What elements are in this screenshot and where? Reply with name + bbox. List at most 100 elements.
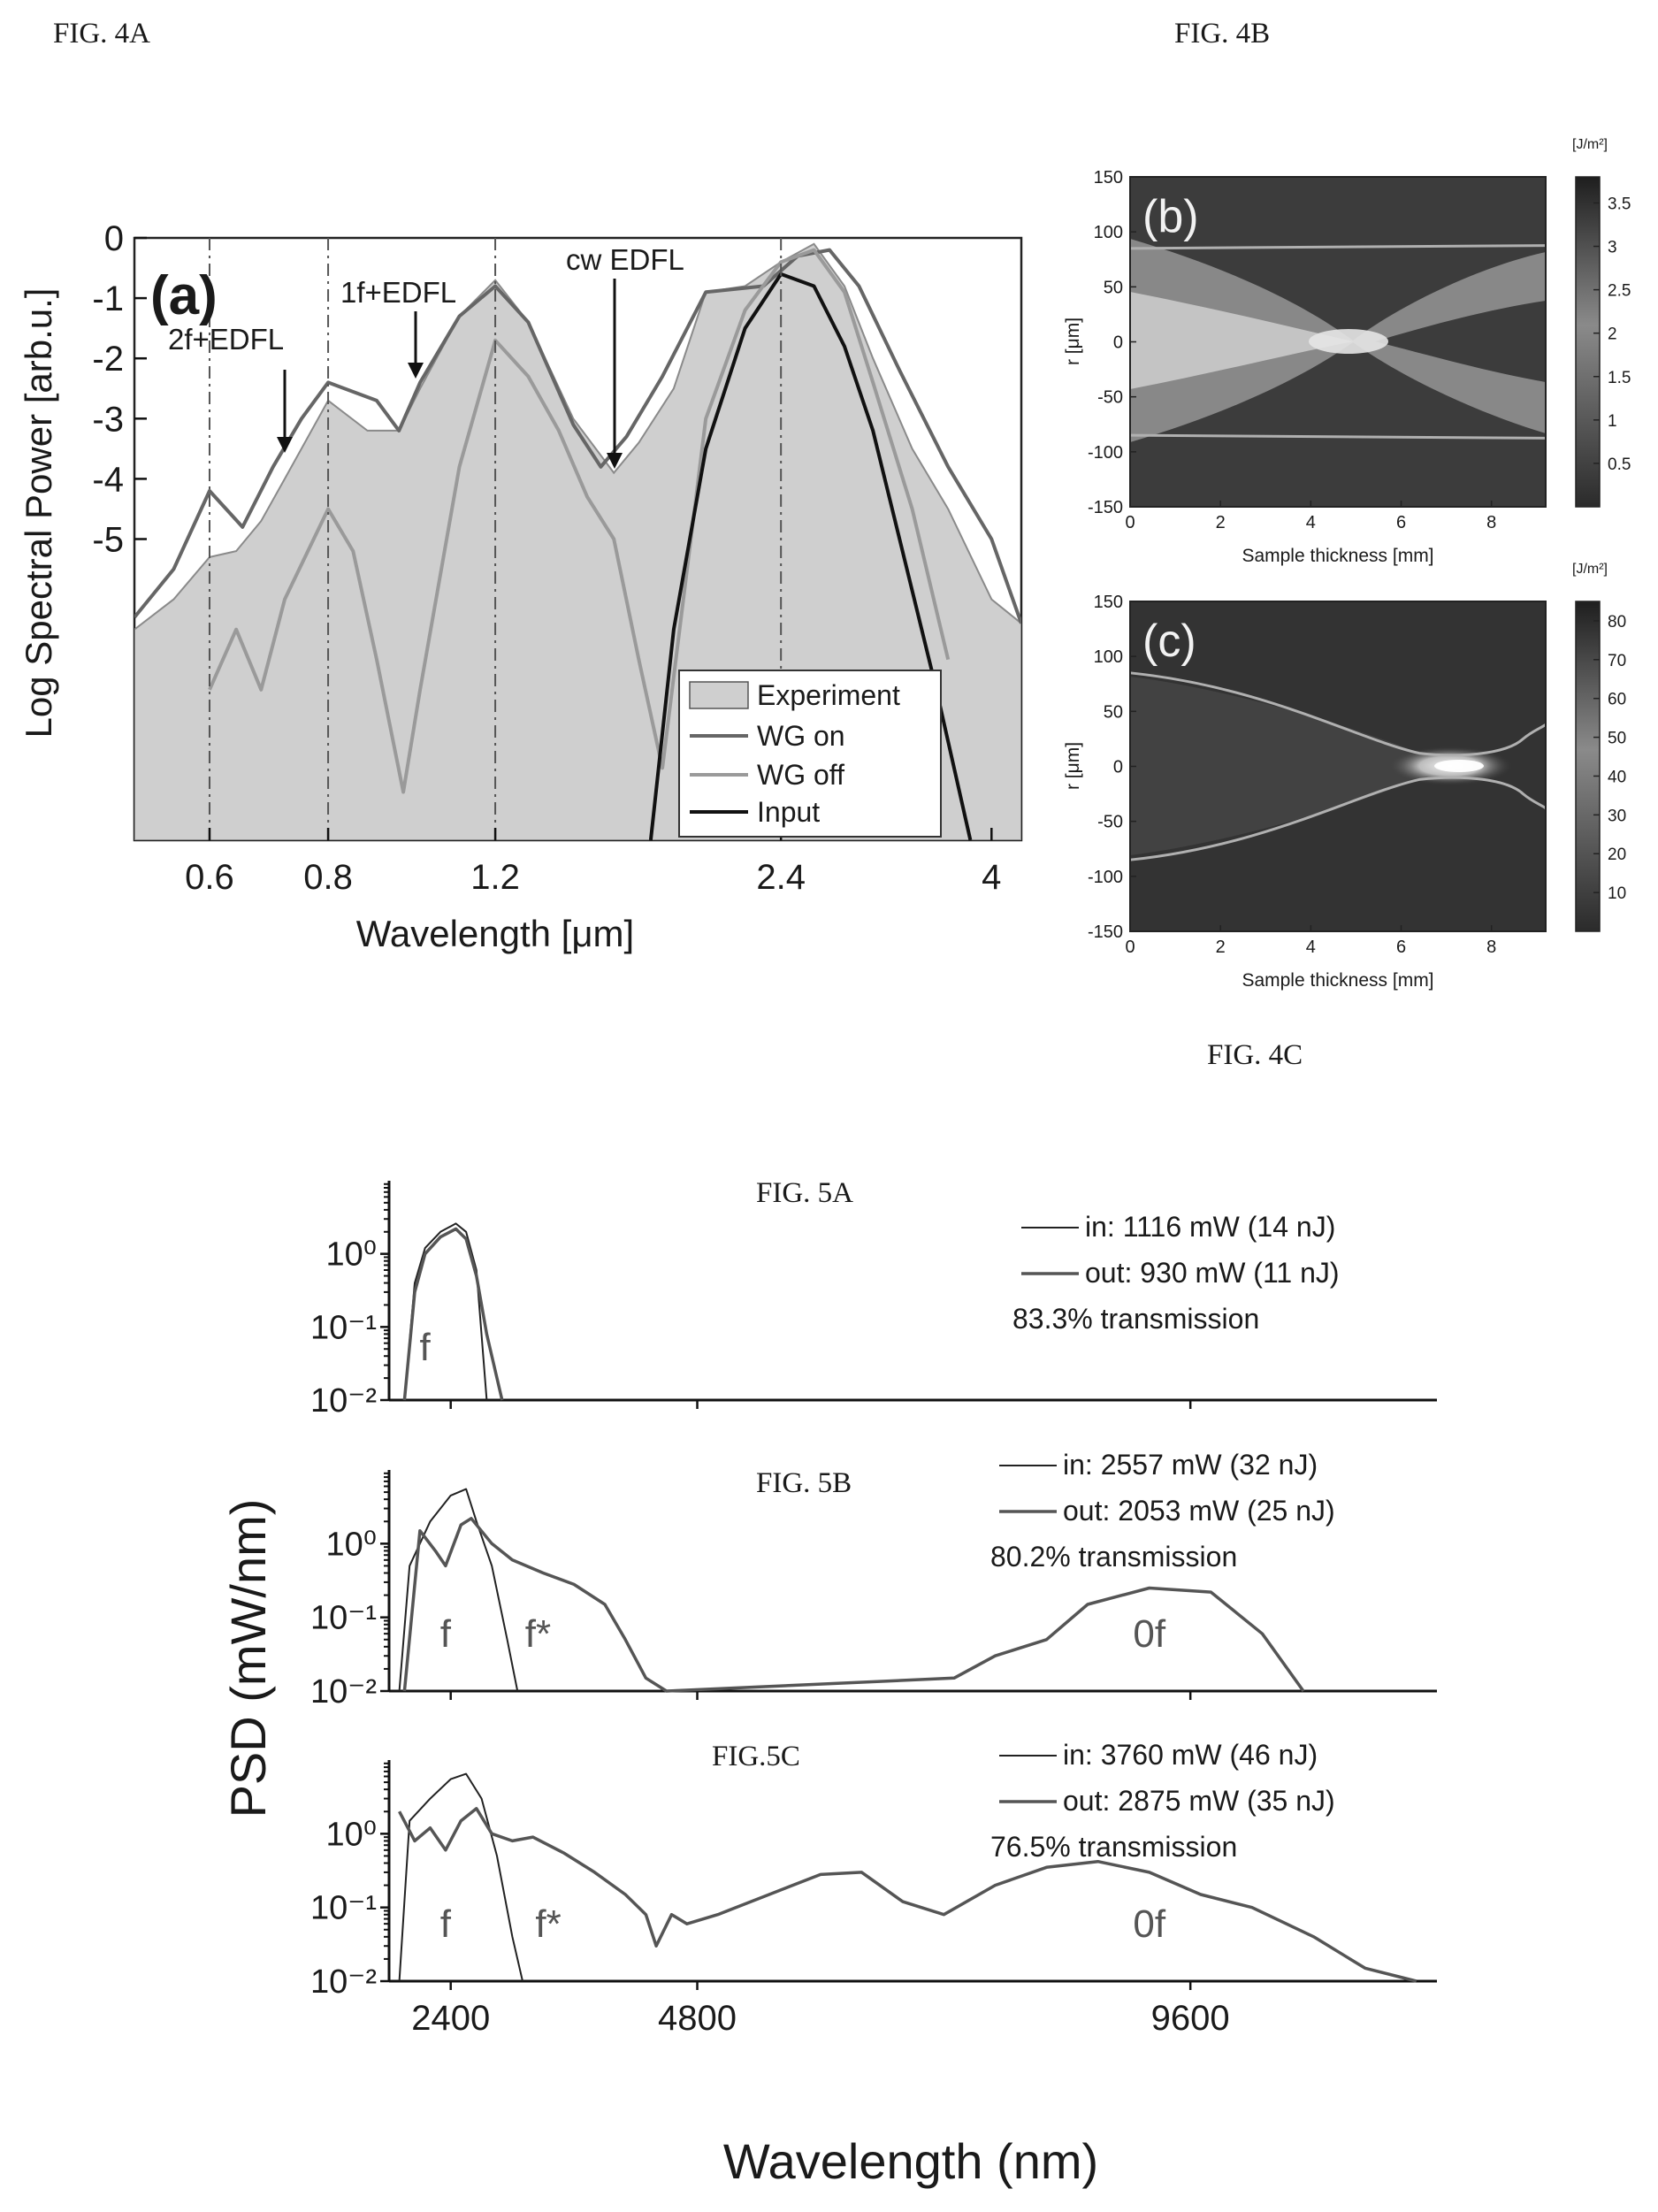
x-tick-label: 0.6 — [185, 858, 234, 897]
y-tick-label: 10⁻² — [310, 1382, 377, 1420]
x-tick-label: 4 — [1306, 513, 1316, 532]
colorbar-tick-label: 2 — [1608, 325, 1617, 344]
y-tick-label: 50 — [1104, 278, 1123, 297]
band-label: f — [420, 1326, 432, 1369]
panel-label: (b) — [1142, 191, 1199, 242]
colorbar-tick-label: 80 — [1608, 613, 1626, 631]
y-tick-label: -1 — [92, 279, 124, 318]
y-axis-label: r [μm] — [1063, 742, 1083, 790]
x-tick-label: 8 — [1486, 513, 1496, 532]
fig-4c-caption: FIG. 4C — [1207, 1039, 1303, 1071]
band-label: 0f — [1133, 1612, 1165, 1656]
x-tick-label: 2 — [1216, 938, 1226, 957]
reference-lines — [208, 238, 783, 840]
legend-entry: in: 1116 mW (14 nJ) — [1085, 1211, 1335, 1243]
x-axis-label: Sample thickness [mm] — [1242, 546, 1433, 566]
series-in — [398, 1488, 519, 1692]
x-axis-label: Sample thickness [mm] — [1242, 970, 1433, 991]
legend-entry: Experiment — [757, 679, 900, 711]
y-tick-label: -100 — [1088, 868, 1123, 887]
colorbar-tick-label: 30 — [1608, 807, 1626, 825]
band-label: f — [440, 1612, 452, 1656]
series-wg-off — [208, 248, 951, 794]
x-tick-label: 0 — [1125, 513, 1135, 532]
y-tick-label: 0 — [1113, 758, 1123, 777]
colorbar-tick-label: 2.5 — [1608, 282, 1631, 301]
legend-box — [678, 670, 942, 838]
band-label: f* — [525, 1612, 551, 1656]
colorbar-tick-label: 1.5 — [1608, 369, 1631, 387]
x-tick-label: 6 — [1396, 513, 1406, 532]
colorbar-unit: [J/m²] — [1572, 562, 1608, 577]
y-tick-label: -50 — [1097, 388, 1123, 408]
legend-entry: out: 2053 mW (25 nJ) — [1063, 1495, 1335, 1527]
legend-entry: out: 2875 mW (35 nJ) — [1063, 1785, 1335, 1817]
fig-4a-caption: FIG. 4A — [53, 18, 150, 50]
beam-hotspot — [1309, 329, 1388, 354]
series-out — [398, 1807, 1417, 1983]
waveguide-boundary — [1129, 244, 1547, 440]
annotation-label: cw EDFL — [566, 243, 684, 276]
x-tick-label: 8 — [1486, 938, 1496, 957]
x-axis-label: Wavelength (nm) — [723, 2133, 1098, 2189]
y-tick-label: 10⁰ — [325, 1236, 377, 1274]
y-tick-label: 10⁻¹ — [310, 1890, 377, 1927]
annotation-arrowhead — [607, 453, 623, 469]
y-tick-label: -5 — [92, 521, 124, 560]
y-tick-label: 150 — [1094, 593, 1123, 612]
annotation-label: 2f+EDFL — [168, 323, 284, 356]
legend-entry: Input — [757, 796, 820, 828]
legend-entry: WG off — [757, 759, 844, 791]
colorbar — [1575, 176, 1601, 508]
y-tick-label: 10⁰ — [325, 1816, 377, 1853]
x-tick-label: 2400 — [411, 1999, 490, 2038]
y-tick-label: 10⁻¹ — [310, 1600, 377, 1637]
y-tick-label: -50 — [1097, 813, 1123, 832]
legend-entry: WG on — [757, 720, 845, 752]
fig-4b-caption: FIG. 4B — [1174, 18, 1270, 50]
legend-entry: out: 930 mW (11 nJ) — [1085, 1257, 1340, 1289]
y-tick-label: -100 — [1088, 443, 1123, 463]
psd-panel-5a: 10⁰ 10⁻¹ 10⁻² f in: 1116 mW (14 nJ) out: 930 … — [310, 1181, 1437, 1420]
y-tick-label: 10⁻² — [310, 1673, 377, 1711]
psd-chart-5: 10⁰ 10⁻¹ 10⁻² f in: 1116 mW (14 nJ) out: 930 … — [220, 1181, 1437, 2189]
y-tick-label: -2 — [92, 340, 124, 379]
band-label: 0f — [1133, 1902, 1165, 1946]
y-tick-label: 50 — [1104, 702, 1123, 722]
y-tick-label: -150 — [1088, 498, 1123, 517]
y-tick-label: -150 — [1088, 922, 1123, 942]
annotations: 2f+EDFL 1f+EDFL cw EDFL — [168, 243, 684, 469]
x-tick-label: 2.4 — [756, 858, 806, 897]
colorbar-tick-label: 3 — [1608, 239, 1617, 257]
y-tick-label: 150 — [1094, 168, 1123, 188]
fig-5a-caption: FIG. 5A — [756, 1177, 853, 1209]
beam-core — [1130, 292, 1353, 389]
x-tick-label: 4 — [1306, 938, 1316, 957]
panel-label: (a) — [150, 265, 218, 326]
y-tick-label: -3 — [92, 400, 124, 439]
heatmap-image — [1130, 601, 1546, 931]
colorbar-tick-label: 40 — [1608, 768, 1626, 786]
transmission-label: 76.5% transmission — [990, 1831, 1237, 1863]
series-in — [403, 1222, 488, 1401]
y-tick-label: 0 — [104, 219, 124, 258]
x-tick-label: 0.8 — [303, 858, 353, 897]
colorbar-tick-label: 10 — [1608, 884, 1626, 903]
legend-entry: in: 2557 mW (32 nJ) — [1063, 1449, 1318, 1481]
axis-ticks: 0.6 0.8 1.2 2.4 4 0 -1 -2 -3 -4 -5 — [92, 219, 1001, 897]
psd-panels: 10⁰ 10⁻¹ 10⁻² f in: 1116 mW (14 nJ) out: 930 … — [310, 1181, 1437, 2001]
colorbar-tick-label: 0.5 — [1608, 455, 1631, 474]
series-wg-on — [134, 248, 1021, 624]
series-input — [648, 272, 973, 840]
beam-hotspot — [1434, 760, 1484, 772]
colorbar-tick-label: 60 — [1608, 691, 1626, 709]
colorbar-tick-label: 3.5 — [1608, 195, 1631, 213]
x-tick-label: 2 — [1216, 513, 1226, 532]
panel-label: (c) — [1142, 616, 1196, 667]
x-tick-label: 0 — [1125, 938, 1135, 957]
y-tick-label: 0 — [1113, 333, 1123, 353]
colorbar-tick-label: 70 — [1608, 652, 1626, 670]
colorbar-unit: [J/m²] — [1572, 137, 1608, 152]
axis-ticks: 0 2 4 6 8 150 100 50 0 -50 -100 -150 3.5 3 2.5 2 1.5 1 0.5 — [1088, 168, 1631, 532]
